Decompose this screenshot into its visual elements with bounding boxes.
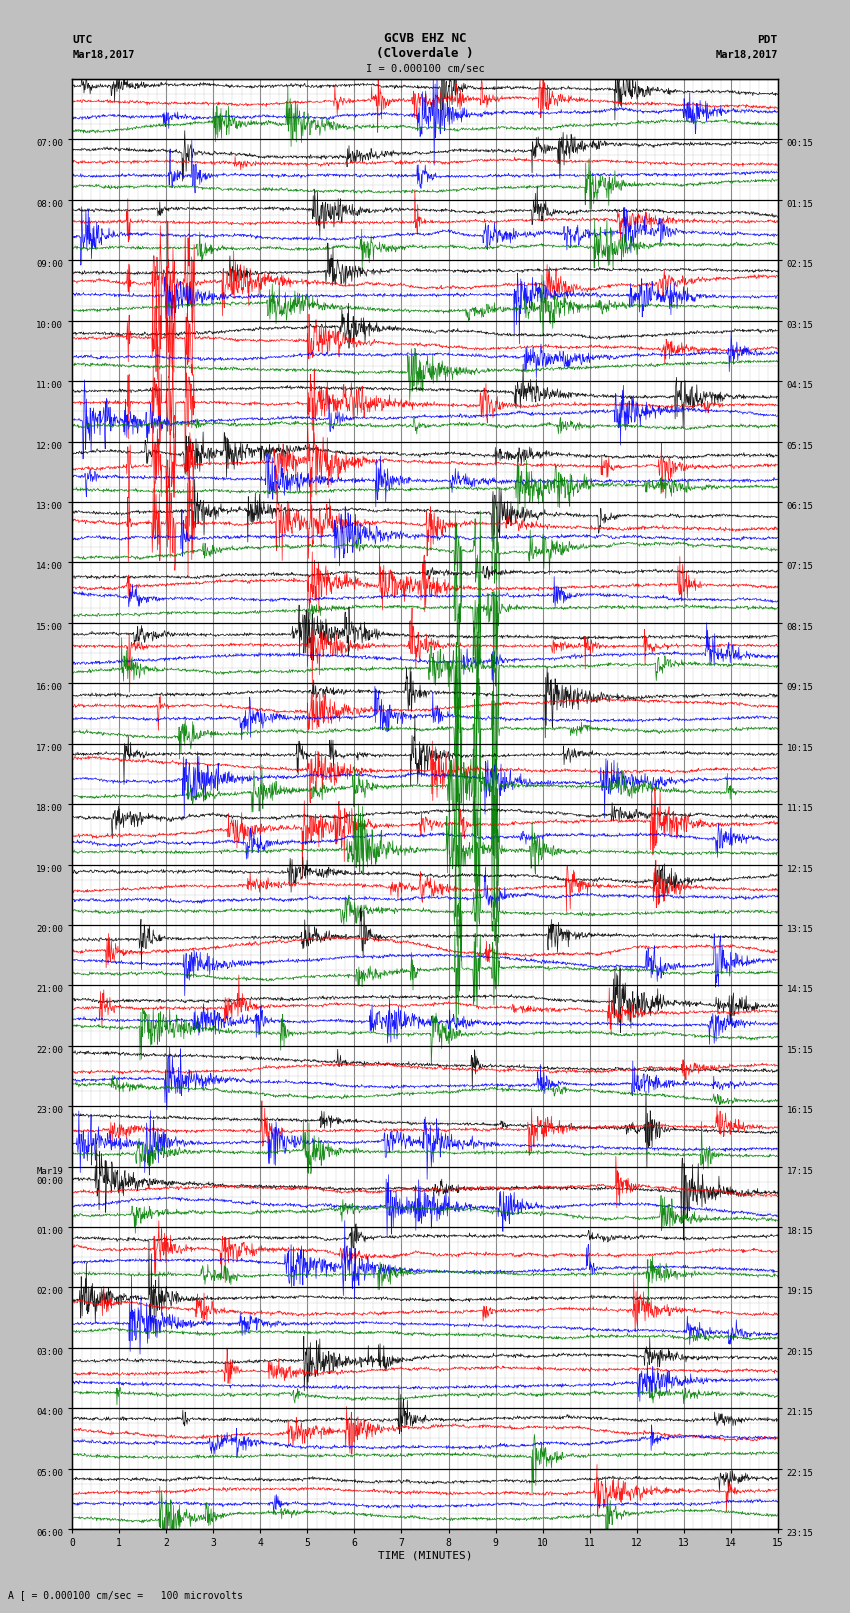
Text: Mar18,2017: Mar18,2017 — [715, 50, 778, 60]
Text: I = 0.000100 cm/sec: I = 0.000100 cm/sec — [366, 65, 484, 74]
Text: PDT: PDT — [757, 35, 778, 45]
Text: GCVB EHZ NC: GCVB EHZ NC — [383, 32, 467, 45]
Text: A [ = 0.000100 cm/sec =   100 microvolts: A [ = 0.000100 cm/sec = 100 microvolts — [8, 1590, 243, 1600]
Text: Mar18,2017: Mar18,2017 — [72, 50, 135, 60]
X-axis label: TIME (MINUTES): TIME (MINUTES) — [377, 1552, 473, 1561]
Text: (Cloverdale ): (Cloverdale ) — [377, 47, 473, 60]
Text: UTC: UTC — [72, 35, 93, 45]
